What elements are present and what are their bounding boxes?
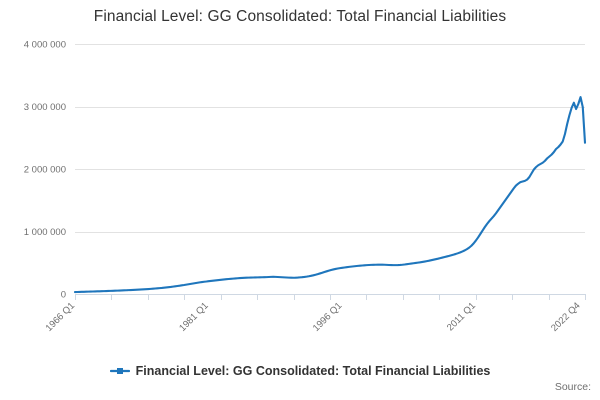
y-axis-tick-label: 0 (61, 289, 66, 300)
data-series-group (73, 96, 587, 294)
x-axis-tick-label: 1966 Q1 (44, 300, 78, 334)
x-axis-tick-label: 1981 Q1 (177, 300, 211, 334)
y-axis-tick-label: 4 000 000 (24, 39, 66, 50)
source-note: Source: (554, 381, 591, 393)
legend-item-label: Financial Level: GG Consolidated: Total … (135, 364, 491, 378)
x-axis-tick-label: 2011 Q1 (445, 300, 478, 333)
y-axis-labels-group: 0 1 000 000 2 000 000 3 000 000 4 000 000 (24, 39, 66, 300)
x-axis-labels-group: 1966 Q1 1981 Q1 1996 Q1 2011 Q1 2022 Q4 (44, 300, 583, 334)
chart-legend: Financial Level: GG Consolidated: Total … (0, 364, 600, 378)
y-axis-tick-label: 1 000 000 (24, 227, 66, 238)
legend-item-series-0[interactable]: Financial Level: GG Consolidated: Total … (109, 364, 491, 378)
series-line (73, 96, 587, 294)
x-axis-group (75, 294, 586, 300)
chart-plot-area: 0 1 000 000 2 000 000 3 000 000 4 000 000 19… (24, 39, 587, 334)
y-axis-tick-label: 2 000 000 (24, 164, 66, 175)
gridlines-group (75, 44, 585, 295)
x-axis-tick-label: 1996 Q1 (311, 300, 345, 334)
y-axis-tick-label: 3 000 000 (24, 102, 66, 113)
legend-line-marker-icon (109, 368, 130, 374)
x-axis-tick-label: 2022 Q4 (549, 300, 583, 334)
chart-title: Financial Level: GG Consolidated: Total … (93, 8, 507, 25)
